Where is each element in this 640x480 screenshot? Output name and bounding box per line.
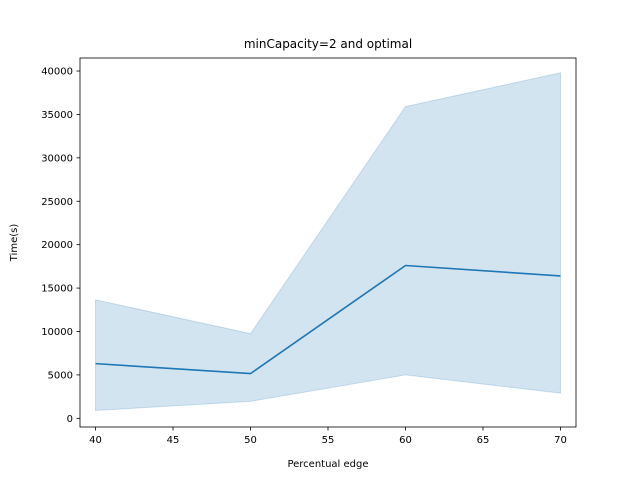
x-tick-label: 45 — [167, 435, 180, 446]
x-tick-label: 60 — [399, 435, 412, 446]
series-line-0 — [95, 264, 561, 375]
y-axis-label: Time(s) — [9, 224, 20, 263]
y-tick-label: 35000 — [41, 110, 73, 121]
y-axis-ticks: 0 5000 10000 15000 20000 25000 30000 35000 40000 — [41, 67, 80, 425]
x-axis-ticks: 40 45 50 55 60 65 70 — [89, 427, 567, 446]
y-tick-label: 25000 — [41, 197, 73, 208]
x-tick-label: 50 — [244, 435, 257, 446]
y-tick-label: 30000 — [41, 153, 73, 164]
y-tick-label: 15000 — [41, 284, 73, 295]
y-tick-label: 40000 — [41, 67, 73, 78]
y-tick-label: 10000 — [41, 327, 73, 338]
x-tick-label: 55 — [322, 435, 335, 446]
chart-title: minCapacity=2 and optimal — [244, 37, 412, 51]
x-axis-label: Percentual edge — [287, 459, 368, 470]
y-tick-label: 5000 — [48, 370, 73, 381]
series-line-layer — [95, 264, 561, 375]
x-tick-label: 70 — [554, 435, 567, 446]
x-tick-label: 65 — [477, 435, 490, 446]
confidence-band-layer — [95, 72, 561, 412]
confidence-band-0 — [95, 72, 561, 412]
x-tick-label: 40 — [89, 435, 102, 446]
y-tick-label: 20000 — [41, 240, 73, 251]
y-tick-label: 0 — [67, 414, 73, 425]
